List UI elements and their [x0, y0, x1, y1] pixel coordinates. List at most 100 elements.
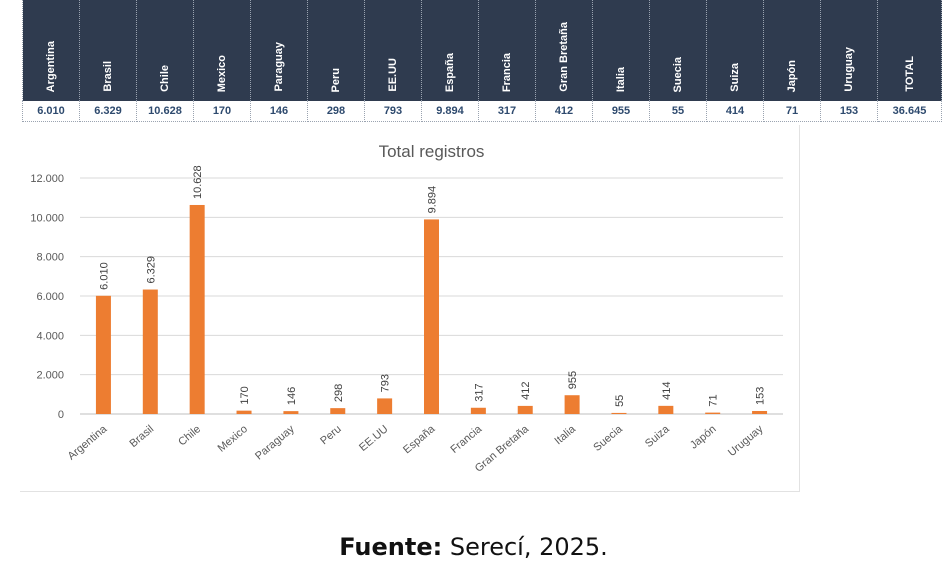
y-tick-label: 10.000 [30, 212, 64, 224]
bar [142, 289, 158, 414]
x-tick-label: Uruguay [726, 423, 766, 459]
header-label: Uruguay [843, 47, 855, 92]
header-cell: Francia [478, 0, 536, 101]
header-label: Gran Bretaña [558, 22, 570, 92]
x-tick-label: Chile [176, 423, 203, 448]
data-label: 146 [286, 387, 298, 405]
y-tick-label: 8.000 [36, 252, 64, 264]
value-cell: 9.894 [421, 101, 479, 122]
x-tick-label: Argentina [66, 423, 110, 463]
header-label: Argentina [45, 40, 57, 92]
data-label: 153 [755, 387, 767, 405]
header-cell: Chile [136, 0, 194, 101]
bar [236, 410, 252, 414]
x-tick-label: España [401, 423, 438, 457]
header-cell: Brasil [79, 0, 137, 101]
header-label: Italia [615, 66, 627, 92]
header-label: Suecia [672, 56, 684, 92]
bar [564, 395, 580, 414]
x-tick-label: Brasil [127, 423, 156, 450]
y-tick-label: 6.000 [36, 291, 64, 303]
value-cell: 317 [478, 101, 536, 122]
header-cell: Paraguay [250, 0, 308, 101]
header-cell: Uruguay [820, 0, 878, 101]
header-cell: Gran Bretaña [535, 0, 593, 101]
bar [470, 407, 486, 414]
data-label: 414 [661, 381, 673, 399]
value-cell: 55 [649, 101, 707, 122]
table-header-row: Argentina Brasil Chile Mexico Paraguay Peru EE… [22, 0, 942, 101]
bar [95, 295, 111, 414]
source-text: Serecí, 2025. [442, 533, 608, 561]
value-cell: 298 [307, 101, 365, 122]
header-cell: Peru [307, 0, 365, 101]
registros-table: Argentina Brasil Chile Mexico Paraguay Peru EE… [22, 0, 942, 122]
bar [658, 405, 674, 414]
x-tick-label: Suiza [643, 423, 672, 450]
header-label: España [444, 52, 456, 92]
x-tick-label: Italia [553, 423, 579, 448]
x-tick-label: Suecia [591, 423, 625, 454]
value-cell: 170 [193, 101, 251, 122]
chart-frame [20, 125, 800, 492]
header-label: Mexico [216, 54, 228, 92]
x-tick-label: Peru [318, 423, 344, 447]
value-cell: 10.628 [136, 101, 194, 122]
data-label: 10.628 [192, 165, 204, 199]
header-label: Francia [501, 52, 513, 92]
value-cell: 414 [706, 101, 764, 122]
data-label: 170 [239, 386, 251, 404]
x-tick-label: EE.UU [357, 423, 391, 454]
data-label: 793 [380, 374, 392, 392]
header-cell: Suecia [649, 0, 707, 101]
data-label: 298 [333, 384, 345, 402]
value-cell: 36.645 [877, 101, 942, 122]
y-tick-label: 0 [58, 409, 64, 421]
x-tick-label: Japón [688, 423, 719, 451]
header-label: Chile [159, 65, 171, 92]
bar-chart: Total registros 0 2.000 4.000 6.000 8.000 10.0… [30, 142, 783, 475]
value-cell: 146 [250, 101, 308, 122]
header-cell: Mexico [193, 0, 251, 101]
data-label: 317 [473, 383, 485, 401]
header-cell: Italia [592, 0, 650, 101]
bar [705, 412, 721, 414]
value-cell: 412 [535, 101, 593, 122]
header-cell: Argentina [22, 0, 80, 101]
header-label: Japón [786, 59, 798, 92]
value-cell: 153 [820, 101, 878, 122]
data-label: 6.010 [98, 262, 110, 290]
header-label: Paraguay [273, 42, 285, 92]
header-cell: Japón [763, 0, 821, 101]
header-label: EE.UU [387, 58, 399, 92]
value-cell: 955 [592, 101, 650, 122]
header-label: Suiza [729, 63, 741, 92]
data-label: 412 [520, 382, 532, 400]
table-value-row: 6.010 6.329 10.628 170 146 298 793 9.894 317 412 9… [22, 101, 942, 122]
header-cell: EE.UU [364, 0, 422, 101]
chart-title: Total registros [379, 142, 485, 161]
x-tick-label: Mexico [216, 423, 250, 455]
bar [517, 405, 533, 414]
bar [283, 411, 299, 414]
data-label: 6.329 [145, 256, 157, 284]
header-label: Peru [330, 67, 342, 92]
value-cell: 793 [364, 101, 422, 122]
y-tick-label: 2.000 [36, 370, 64, 382]
value-cell: 6.329 [79, 101, 137, 122]
header-cell: España [421, 0, 479, 101]
y-tick-label: 12.000 [30, 173, 64, 185]
x-tick-label: Paraguay [253, 423, 297, 463]
bar [189, 204, 205, 414]
bar [330, 408, 346, 414]
data-label: 55 [614, 395, 626, 407]
data-label: 9.894 [427, 186, 439, 214]
source-caption: Fuente: Serecí, 2025. [0, 533, 947, 561]
bar [424, 219, 439, 414]
header-cell: Suiza [706, 0, 764, 101]
header-label: TOTAL [903, 56, 916, 92]
data-label: 71 [708, 394, 720, 406]
source-label: Fuente: [339, 533, 443, 561]
x-tick-label: Francia [448, 423, 484, 456]
value-cell: 6.010 [22, 101, 80, 122]
